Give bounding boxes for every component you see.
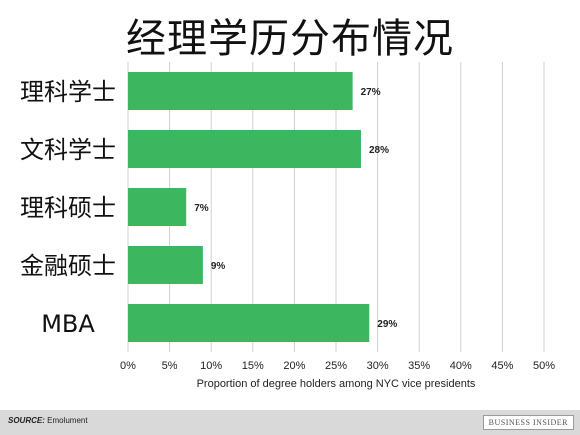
source-label: SOURCE:: [8, 416, 45, 425]
x-tick-label: 5%: [162, 360, 178, 372]
data-label: 27%: [361, 87, 381, 98]
footer-bar: SOURCE: Emolument BUSINESS INSIDER: [0, 410, 580, 435]
source-note: SOURCE: Emolument: [8, 416, 88, 425]
category-label: 文科学士: [20, 136, 116, 164]
bar: [128, 188, 187, 226]
category-label: MBA: [41, 310, 95, 338]
data-label: 9%: [211, 261, 226, 272]
data-label: 7%: [194, 203, 209, 214]
bar: [128, 304, 370, 342]
data-labels: 27% 28% 7% 9% 29%: [194, 87, 397, 330]
category-label: 金融硕士: [20, 252, 116, 280]
x-tick-label: 40%: [450, 360, 472, 372]
x-tick-label: 30%: [367, 360, 389, 372]
x-tick-label: 20%: [283, 360, 305, 372]
bar: [128, 130, 361, 168]
x-tick-label: 10%: [200, 360, 222, 372]
category-label: 理科硕士: [20, 194, 116, 222]
bars: [128, 72, 370, 342]
x-tick-label: 15%: [242, 360, 264, 372]
x-tick-label: 35%: [408, 360, 430, 372]
category-label: 理科学士: [20, 78, 116, 106]
x-tick-label: 50%: [533, 360, 555, 372]
x-tick-label: 25%: [325, 360, 347, 372]
source-text: Emolument: [44, 416, 88, 425]
x-tick-labels: 0% 5% 10% 15% 20% 25% 30% 35% 40% 45% 50%: [120, 360, 555, 372]
x-tick-label: 0%: [120, 360, 136, 372]
x-tick-label: 45%: [491, 360, 513, 372]
x-axis-label: Proportion of degree holders among NYC v…: [197, 378, 476, 390]
bar: [128, 72, 353, 110]
business-insider-logo: BUSINESS INSIDER: [482, 415, 574, 430]
data-label: 29%: [377, 319, 397, 330]
bar: [128, 246, 203, 284]
data-label: 28%: [369, 145, 389, 156]
chart-title: 经理学历分布情况: [126, 16, 454, 62]
